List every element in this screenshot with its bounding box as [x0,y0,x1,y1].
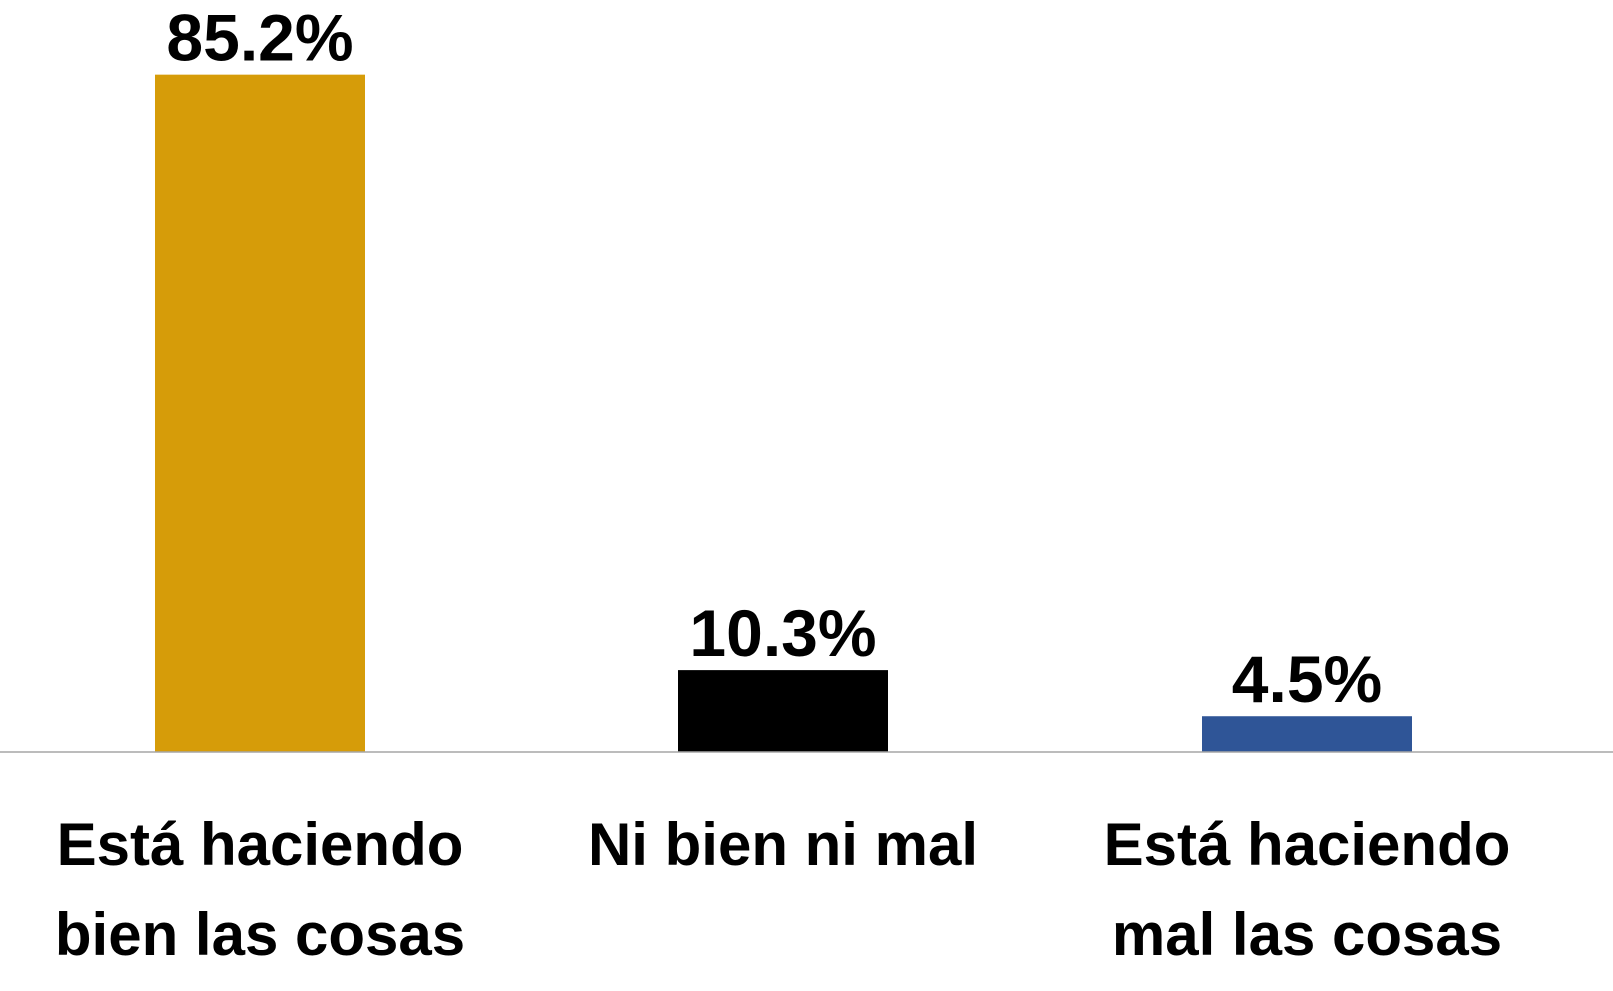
category-label: Está haciendo mal las cosas [1103,811,1511,968]
bar [1202,716,1412,752]
category-label: Ni bien ni mal [587,811,979,878]
value-label: 85.2% [166,1,353,75]
value-label: 10.3% [689,596,876,670]
bar [155,74,365,752]
bar [678,670,888,752]
value-label: 4.5% [1232,642,1382,716]
category-label: Está haciendo bien las cosas [54,811,466,968]
